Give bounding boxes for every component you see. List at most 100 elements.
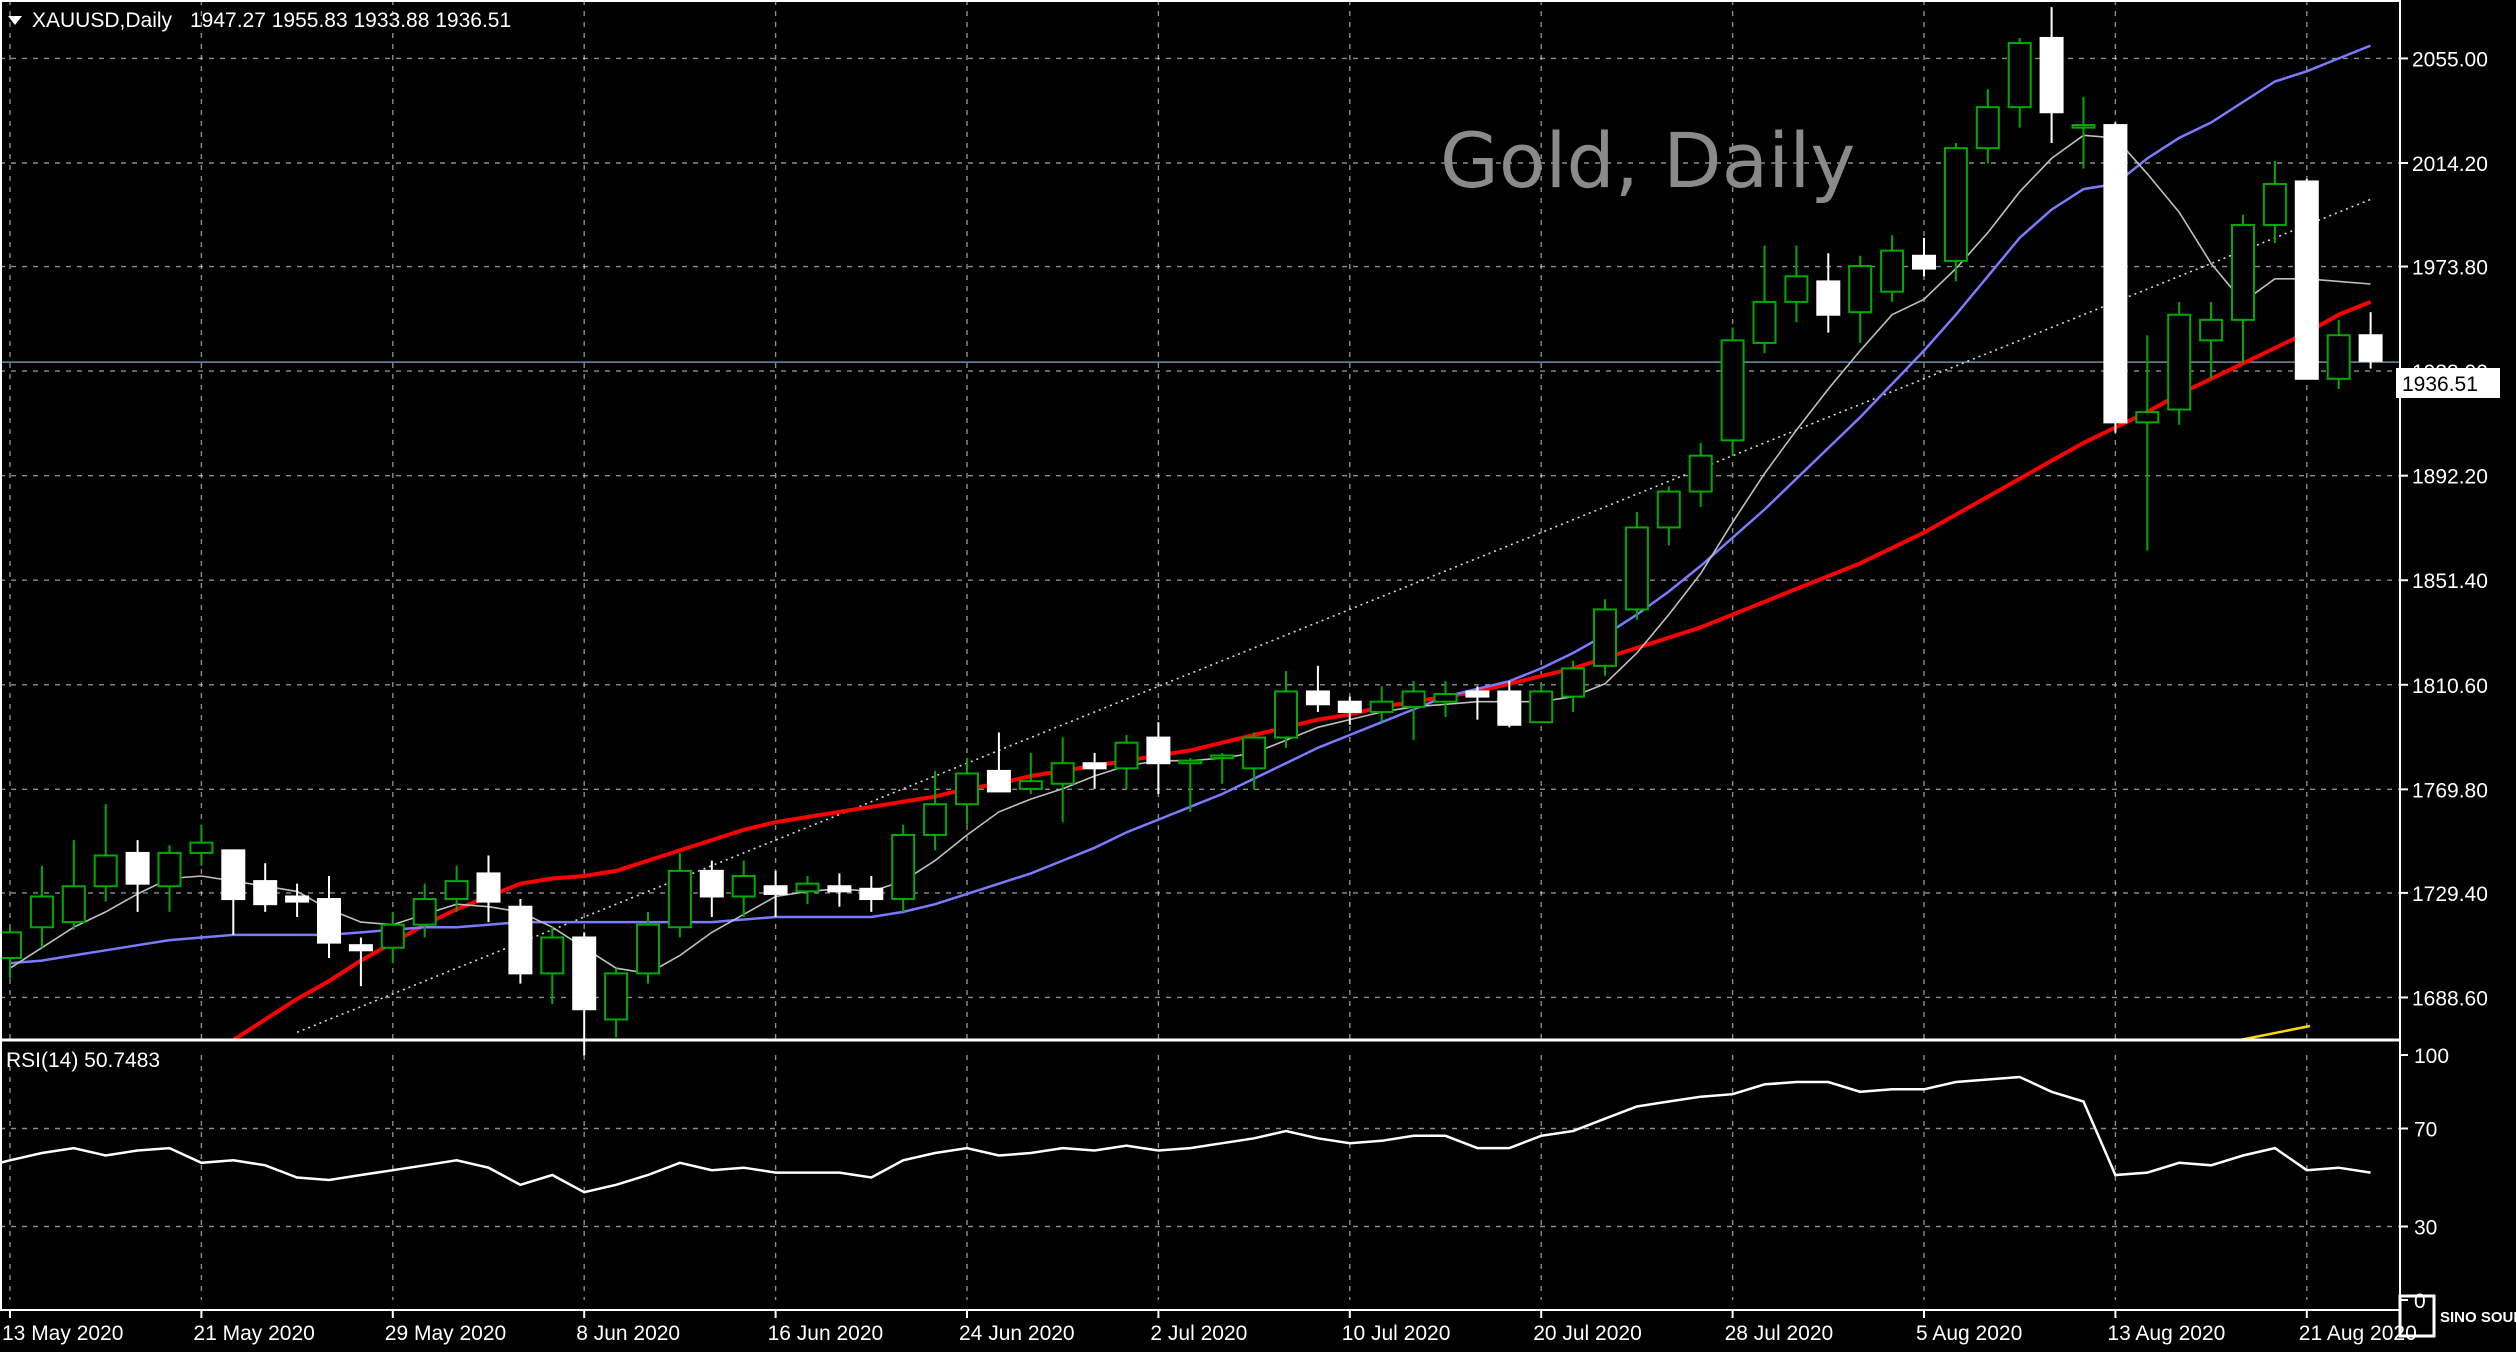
date-tick-label: 28 Jul 2020 (1725, 1322, 1834, 1345)
candle-body (1943, 147, 1968, 262)
candle-body (253, 880, 278, 906)
date-tick-label: 21 May 2020 (193, 1322, 314, 1345)
price-tick-label: 2055.00 (2412, 48, 2488, 71)
candle-body (1114, 741, 1139, 770)
candle-body (891, 833, 916, 901)
candle-body (2135, 411, 2160, 424)
price-tick-label: 1729.40 (2412, 883, 2488, 906)
candle-body (2039, 36, 2064, 114)
candle-body (1274, 690, 1298, 739)
candle-body (125, 851, 150, 885)
candle-body (412, 898, 437, 926)
date-tick-label: 21 Aug 2020 (2299, 1322, 2417, 1345)
candle-body (1529, 690, 1554, 724)
candle-body (1688, 454, 1713, 493)
price-tick-label: 1769.80 (2412, 779, 2488, 802)
price-tick-label: 1892.20 (2412, 466, 2488, 489)
candle-body (795, 882, 820, 893)
ma-very-long-line (296, 198, 2371, 1034)
candle-body (1178, 759, 1203, 765)
rsi-label: RSI(14) 50.7483 (6, 1049, 160, 1072)
price-tick-label: 1973.80 (2412, 257, 2488, 280)
candle-body (1561, 667, 1586, 698)
rsi-panel: 100 70 30 0 (0, 1045, 2449, 1313)
date-tick-label: 13 Aug 2020 (2107, 1322, 2225, 1345)
candle-body (1305, 690, 1330, 706)
candle-body (636, 923, 660, 975)
candle-body (1497, 690, 1522, 726)
candle-body (1433, 693, 1458, 703)
candle-body (2262, 183, 2287, 227)
candle-body (699, 869, 724, 898)
candle-body (1720, 339, 1745, 442)
candle-body (1465, 690, 1490, 698)
logo: SINO SOUND (2398, 1294, 2516, 1338)
ohlc-values: 1947.27 1955.83 1933.88 1936.51 (190, 9, 511, 32)
candle-body (1401, 690, 1426, 708)
candle-body (2167, 313, 2192, 411)
candle-body (1975, 106, 2000, 150)
grid (0, 0, 2400, 1300)
candle-body (2358, 334, 2383, 362)
date-tick-label: 5 Aug 2020 (1916, 1322, 2022, 1345)
current-price-tag: 1936.51 (2396, 368, 2500, 398)
candle-body (667, 869, 692, 929)
candle-body (986, 769, 1011, 793)
candle-body (1848, 265, 1873, 314)
chart-watermark: Gold, Daily (1440, 116, 1855, 205)
rsi-tick-label: 70 (2414, 1119, 2437, 1142)
rsi-tick-label: 30 (2414, 1217, 2437, 1240)
candle-body (2294, 180, 2319, 380)
candle-body (1880, 249, 1905, 293)
candle-body (157, 851, 182, 888)
candle-body (923, 803, 948, 836)
candle-body (1337, 700, 1362, 713)
candle-body (29, 895, 54, 929)
rsi-line (0, 1075, 2371, 1194)
candle-body (0, 931, 22, 959)
candle-body (1242, 736, 1267, 770)
candle-body (1082, 762, 1107, 770)
candle-body (1752, 300, 1777, 344)
candle-body (2231, 224, 2255, 321)
date-tick-label: 13 May 2020 (2, 1322, 123, 1345)
candles[interactable] (0, 7, 2383, 1056)
collapse-arrow-icon[interactable] (8, 16, 22, 25)
candle-body (1018, 780, 1043, 790)
price-tick-label: 1810.60 (2412, 675, 2488, 698)
current-price-label: 1936.51 (2402, 373, 2478, 396)
candle-body (604, 972, 629, 1021)
candle-body (955, 772, 979, 806)
candle-body (1050, 762, 1075, 785)
price-tick-label: 1851.40 (2412, 570, 2488, 593)
price-tick-label: 1688.60 (2412, 987, 2488, 1010)
candle-body (1146, 736, 1171, 765)
price-tick-label: 2014.20 (2412, 153, 2488, 176)
candle-body (859, 887, 884, 901)
ma-long-line (232, 300, 2372, 1042)
date-tick-label: 2 Jul 2020 (1150, 1322, 1247, 1345)
candle-body (2071, 124, 2096, 129)
rsi-tick-label: 100 (2414, 1045, 2449, 1068)
candle-body (1912, 254, 1936, 270)
date-tick-label: 8 Jun 2020 (576, 1322, 680, 1345)
candle-body (508, 905, 533, 975)
candle-body (1210, 754, 1235, 760)
date-tick-label: 10 Jul 2020 (1342, 1322, 1451, 1345)
symbol-label: XAUUSD,Daily (32, 9, 173, 32)
candle-body (476, 872, 501, 903)
candle-body (348, 944, 373, 952)
ma-yellow-line (2239, 1024, 2311, 1042)
candle-body (572, 936, 597, 1011)
candle-body (317, 898, 341, 944)
candle-body (1816, 280, 1841, 316)
date-tick-label: 24 Jun 2020 (959, 1322, 1075, 1345)
candle-body (444, 880, 469, 901)
date-tick-label: 29 May 2020 (385, 1322, 506, 1345)
rsi-tick-label: 0 (2414, 1290, 2426, 1313)
candle-body (61, 885, 86, 924)
plot-frame (0, 0, 2401, 1311)
